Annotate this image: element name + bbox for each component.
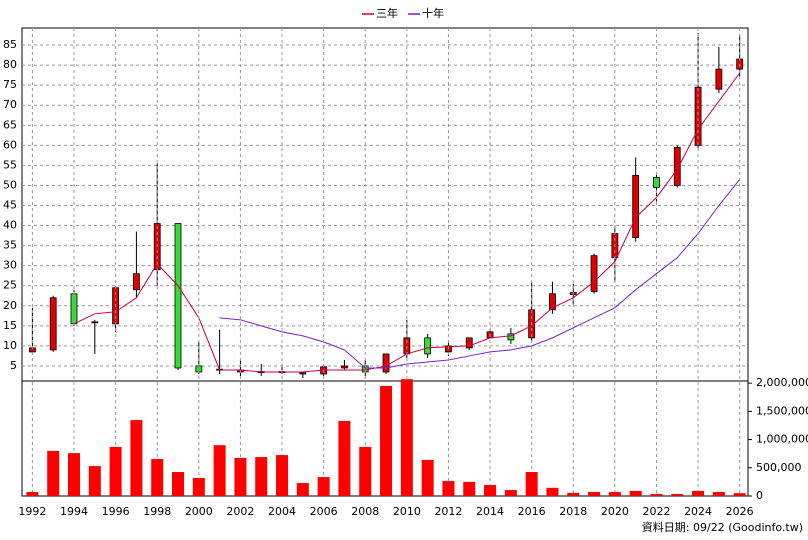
x-tick-label: 2008 [351, 505, 379, 518]
volume-bar [296, 483, 309, 496]
x-tick-label: 2006 [310, 505, 338, 518]
volume-bar [255, 457, 268, 496]
x-tick-label: 1992 [18, 505, 46, 518]
candle-body [341, 365, 348, 369]
candle-body [507, 333, 515, 341]
volume-bar [234, 457, 247, 496]
volume-bar [525, 472, 538, 496]
candle-body [549, 293, 556, 311]
x-tick-label: 1998 [143, 505, 171, 518]
volume-bar [421, 459, 434, 496]
volume-bar [68, 453, 81, 496]
y-tick-label: 85 [3, 38, 17, 51]
x-tick-label: 2016 [518, 505, 546, 518]
volume-bar [26, 492, 39, 496]
y-tick-label: 25 [3, 279, 17, 292]
volume-bar [317, 477, 330, 496]
x-tick-label: 1996 [102, 505, 130, 518]
volume-bar [109, 446, 122, 496]
x-tick-label: 2026 [726, 505, 754, 518]
y-tick-label: 15 [3, 319, 17, 332]
candle-body [174, 223, 182, 369]
volume-bar [712, 492, 725, 496]
volume-bar [338, 420, 351, 496]
candle-body [590, 255, 598, 293]
y-tick-label: 1,000,000 [756, 433, 808, 446]
y-tick-label: 500,000 [756, 461, 802, 474]
y-tick-label: 20 [3, 299, 17, 312]
y-tick-label: 50 [3, 178, 17, 191]
candle-body [694, 86, 702, 146]
volume-bar [442, 481, 455, 496]
volume-bar [504, 490, 517, 496]
volume-bar [546, 487, 559, 496]
candle-body [91, 321, 99, 324]
y-tick-label: 0 [756, 489, 763, 502]
volume-bar [629, 490, 642, 496]
volume-bar [192, 477, 205, 496]
volume-bar [130, 420, 143, 496]
volume-bar [400, 379, 413, 496]
x-tick-label: 2022 [642, 505, 670, 518]
volume-bar [692, 490, 705, 496]
volume-bar [213, 445, 226, 496]
volume-bar [359, 446, 372, 496]
x-tick-label: 2010 [393, 505, 421, 518]
candle-body [133, 273, 140, 291]
y-tick-label: 60 [3, 138, 17, 151]
y-tick-label: 40 [3, 219, 17, 232]
x-tick-label: 2014 [476, 505, 504, 518]
y-tick-label: 1,500,000 [756, 404, 808, 417]
volume-bar [88, 466, 101, 496]
x-tick-label: 2004 [268, 505, 296, 518]
volume-bar [567, 492, 580, 496]
volume-bar [650, 494, 663, 496]
candle-body [382, 353, 390, 373]
ma-line [219, 179, 741, 369]
volume-bar [588, 492, 601, 496]
y-tick-label: 70 [3, 98, 17, 111]
legend-label: 三年 [376, 6, 398, 20]
volume-bar [380, 385, 393, 496]
x-tick-label: 1994 [60, 505, 88, 518]
y-tick-label: 45 [3, 199, 17, 212]
volume-bar [484, 484, 497, 496]
candle-body [632, 175, 640, 238]
y-tick-label: 30 [3, 259, 17, 272]
volume-bar [671, 494, 684, 496]
y-tick-label: 75 [3, 78, 17, 91]
x-tick-label: 2012 [434, 505, 462, 518]
candle-body [49, 297, 57, 351]
volume-bar [608, 492, 621, 496]
legend-label: 十年 [422, 6, 444, 20]
y-tick-label: 80 [3, 58, 17, 71]
candle-body [299, 372, 307, 375]
volume-bar [151, 459, 164, 496]
x-tick-label: 2018 [559, 505, 587, 518]
x-tick-label: 2020 [601, 505, 629, 518]
candle-body [465, 337, 473, 349]
y-tick-label: 55 [3, 158, 17, 171]
candle-body [424, 337, 432, 355]
candle-body [653, 177, 660, 188]
candle-body [673, 146, 681, 186]
y-tick-label: 2,000,000 [756, 376, 808, 389]
candle-body [715, 68, 723, 90]
y-tick-label: 10 [3, 339, 17, 352]
source-note: 資料日期: 09/22 (Goodinfo.tw) [642, 520, 803, 534]
y-tick-label: 65 [3, 118, 17, 131]
volume-bar [172, 472, 185, 496]
volume-bar [276, 455, 289, 496]
x-tick-label: 2002 [226, 505, 254, 518]
volume-bar [463, 481, 476, 496]
volume-bar [47, 450, 60, 496]
y-tick-label: 5 [10, 359, 17, 372]
x-tick-label: 2000 [185, 505, 213, 518]
volume-bar [733, 493, 746, 496]
x-tick-label: 2024 [684, 505, 712, 518]
y-tick-label: 35 [3, 239, 17, 252]
